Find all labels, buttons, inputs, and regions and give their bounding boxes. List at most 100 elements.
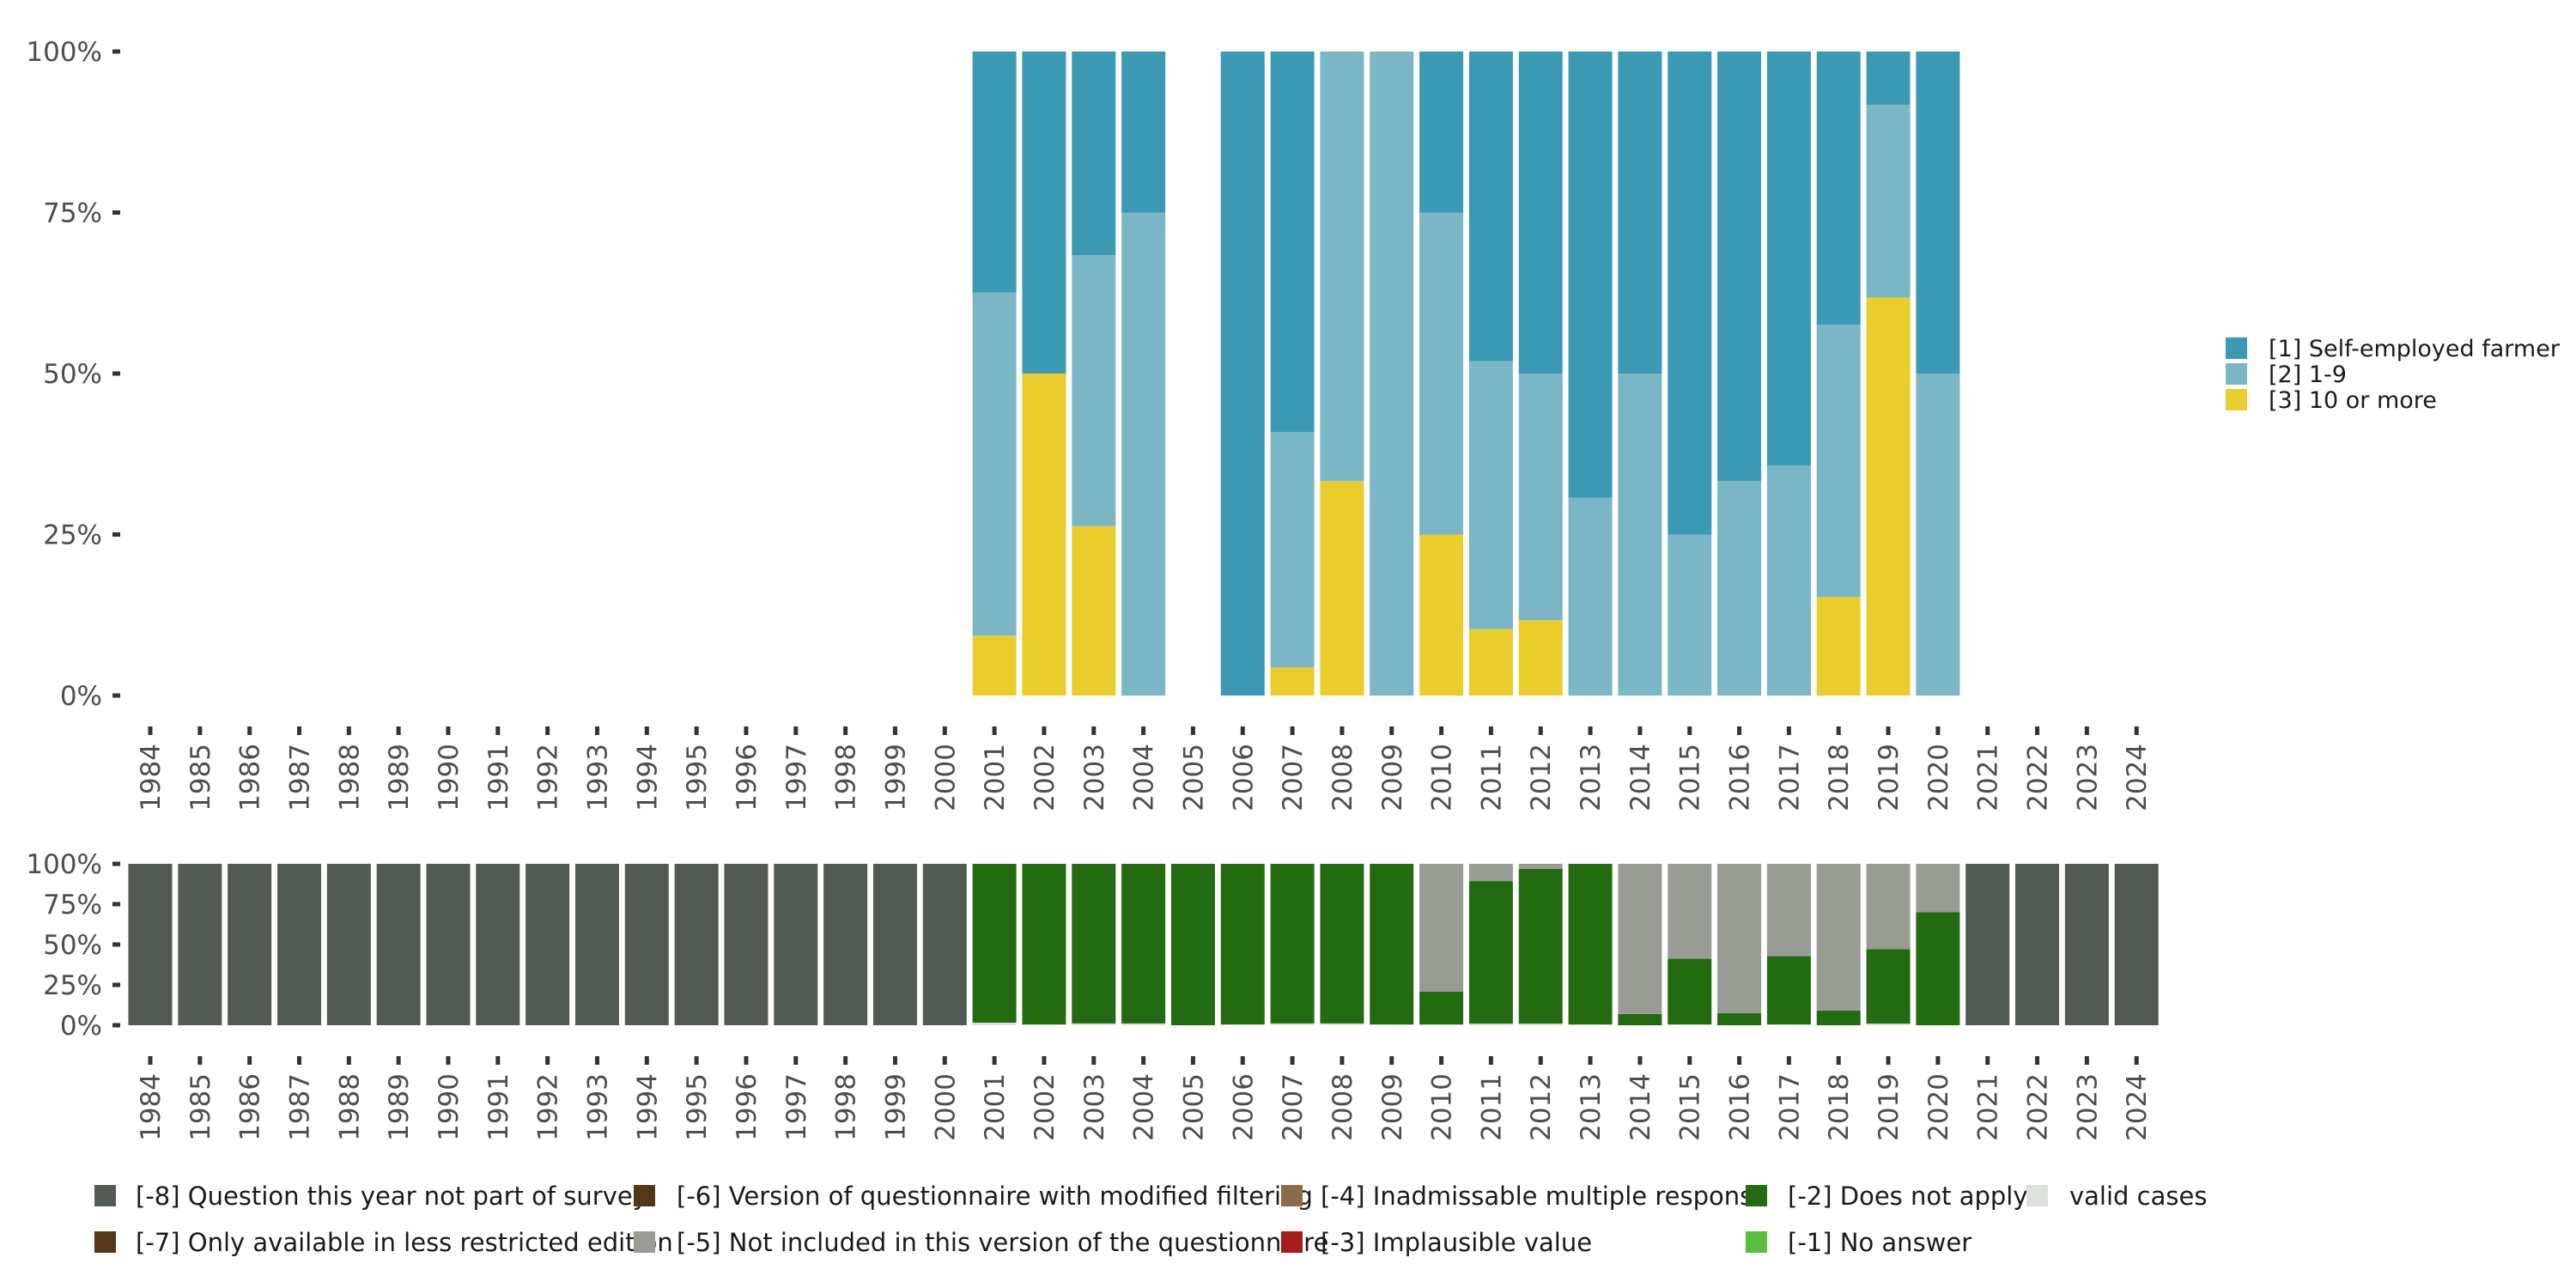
y-tick-label: 25%: [43, 970, 102, 1001]
bar-segment-2007: [1270, 667, 1315, 696]
bar-segment-2010: [1419, 212, 1464, 535]
x-tick-mark: [1687, 1056, 1692, 1065]
bar-segment-2000: [922, 864, 967, 1025]
x-tick-label: 1988: [334, 744, 365, 811]
bar-segment-1986: [228, 864, 272, 1025]
bar-segment-2006: [1220, 52, 1265, 696]
bar-segment-2012: [1518, 864, 1563, 870]
x-tick-label: 1990: [434, 744, 465, 811]
x-tick-label: 2009: [1377, 744, 1408, 811]
bar-segment-2008: [1320, 481, 1364, 696]
x-tick-mark: [1389, 726, 1394, 735]
x-tick-mark: [1091, 1056, 1097, 1065]
x-tick-label: 2017: [1774, 1073, 1805, 1141]
legend-swatch: [2226, 337, 2247, 359]
legend-label: [3] 10 or more: [2269, 387, 2437, 414]
legend-label: [-4] Inadmissable multiple response: [1321, 1182, 1768, 1211]
x-tick-mark: [247, 726, 252, 735]
x-tick-mark: [346, 1056, 351, 1065]
legend-swatch: [2226, 363, 2247, 385]
bar-segment-1996: [724, 864, 769, 1025]
bar-segment-2023: [2064, 864, 2109, 1025]
x-tick-mark: [1886, 726, 1891, 735]
bar-segment-2001: [972, 635, 1017, 696]
y-tick-mark: [112, 902, 120, 907]
x-tick-mark: [892, 1056, 897, 1065]
x-tick-label: 1992: [533, 744, 564, 811]
x-tick-label: 2024: [2122, 744, 2153, 811]
x-tick-label: 2020: [1923, 744, 1954, 811]
bar-segment-2012: [1518, 1024, 1563, 1025]
x-tick-mark: [1985, 726, 1990, 735]
x-tick-mark: [1886, 1056, 1891, 1065]
x-tick-label: 1985: [185, 744, 216, 811]
bar-segment-2001: [972, 52, 1017, 293]
x-tick-label: 1984: [136, 744, 167, 811]
x-tick-mark: [1240, 1056, 1245, 1065]
bar-segment-2007: [1270, 52, 1315, 433]
x-tick-mark: [1538, 1056, 1543, 1065]
y-tick-mark: [112, 861, 120, 866]
legend-label: [-2] Does not apply: [1788, 1182, 2028, 1211]
x-tick-mark: [1389, 1056, 1394, 1065]
legend-swatch: [1281, 1231, 1303, 1253]
x-tick-label: 1993: [582, 1073, 613, 1141]
x-tick-mark: [446, 726, 451, 735]
legend-label: valid cases: [2069, 1182, 2207, 1211]
x-tick-mark: [545, 1056, 550, 1065]
x-tick-label: 1993: [582, 744, 613, 811]
x-tick-label: 2018: [1824, 744, 1855, 811]
bar-segment-2017: [1766, 1024, 1811, 1025]
x-tick-mark: [2084, 726, 2089, 735]
x-tick-mark: [1290, 1056, 1295, 1065]
bar-segment-1987: [276, 864, 321, 1025]
x-tick-label: 1984: [136, 1073, 167, 1141]
x-tick-mark: [992, 726, 997, 735]
bar-segment-2017: [1766, 52, 1811, 466]
x-tick-mark: [1042, 1056, 1047, 1065]
x-tick-mark: [1190, 1056, 1195, 1065]
x-tick-label: 2006: [1228, 1073, 1259, 1141]
bar-segment-2021: [1965, 864, 2010, 1025]
x-tick-label: 2022: [2023, 1073, 2054, 1141]
x-tick-label: 2010: [1427, 744, 1458, 811]
bar-segment-2019: [1866, 297, 1911, 696]
x-tick-label: 2001: [980, 1073, 1011, 1141]
bar-segment-2003: [1072, 526, 1116, 696]
bar-segment-2008: [1320, 52, 1364, 482]
x-tick-mark: [2035, 1056, 2040, 1065]
bar-segment-2010: [1419, 534, 1464, 696]
bar-segment-2010: [1419, 52, 1464, 213]
legend-swatch: [1281, 1185, 1303, 1206]
x-tick-label: 1999: [880, 744, 911, 811]
x-tick-mark: [396, 726, 401, 735]
bar-segment-2014: [1618, 52, 1662, 374]
bar-segment-2011: [1468, 52, 1513, 361]
x-tick-mark: [1737, 726, 1742, 735]
x-tick-mark: [2134, 726, 2139, 735]
x-tick-mark: [2035, 726, 2040, 735]
bar-segment-2008: [1320, 864, 1364, 1024]
x-tick-mark: [346, 726, 351, 735]
bar-segment-2009: [1370, 864, 1414, 1025]
bar-segment-2004: [1121, 212, 1166, 696]
x-tick-label: 1995: [682, 1073, 713, 1141]
bar-segment-2007: [1270, 864, 1315, 1024]
x-tick-label: 2012: [1526, 744, 1557, 811]
legend-label: [-3] Implausible value: [1321, 1228, 1592, 1257]
x-tick-label: 1986: [235, 744, 266, 811]
x-tick-mark: [1786, 726, 1791, 735]
y-tick-label: 100%: [26, 37, 102, 68]
bar-segment-1998: [823, 864, 868, 1025]
x-tick-mark: [1687, 726, 1692, 735]
bar-segment-2013: [1568, 497, 1613, 696]
x-tick-label: 1995: [682, 744, 713, 811]
legend-label: [-8] Question this year not part of surv…: [136, 1182, 647, 1211]
bar-segment-2003: [1072, 52, 1116, 255]
x-tick-mark: [1340, 1056, 1345, 1065]
x-tick-label: 1991: [483, 1073, 514, 1141]
bar-segment-2002: [1022, 1024, 1066, 1025]
y-tick-label: 50%: [43, 359, 102, 390]
bar-segment-2001: [972, 864, 1017, 1023]
